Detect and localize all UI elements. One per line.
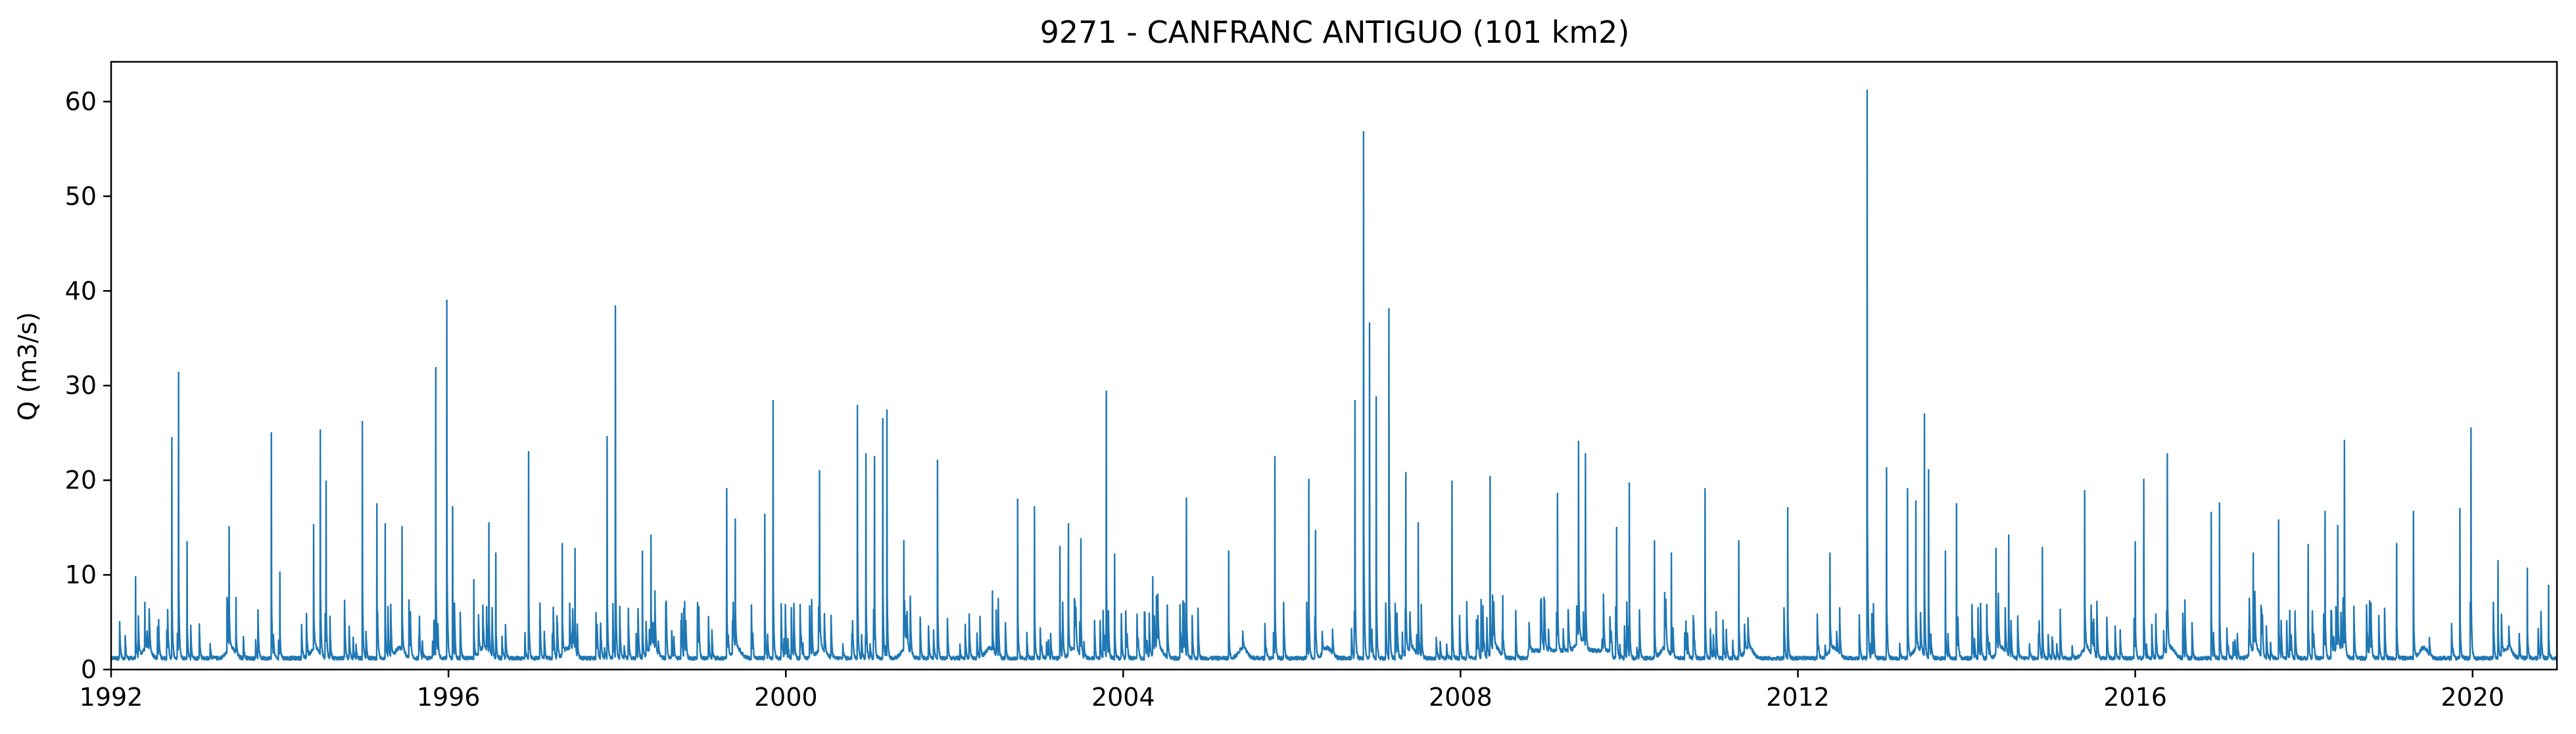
y-tick-label: 20 bbox=[65, 466, 97, 495]
y-tick-label: 30 bbox=[65, 371, 97, 400]
x-tick-label: 2020 bbox=[2441, 683, 2504, 712]
y-axis-label: Q (m3/s) bbox=[13, 312, 42, 420]
y-tick-label: 50 bbox=[65, 182, 97, 210]
y-tick-label: 0 bbox=[81, 655, 97, 684]
x-axis-ticks: 1992 1996 2000 2004 2008 2012 2016 2020 bbox=[80, 670, 2504, 712]
plot-frame bbox=[110, 61, 2558, 671]
x-tick-label: 2000 bbox=[754, 683, 818, 712]
series-line-discharge bbox=[110, 89, 2558, 661]
y-tick-label: 40 bbox=[65, 276, 97, 305]
series-layer bbox=[110, 89, 2558, 661]
x-tick-label: 2008 bbox=[1429, 683, 1492, 712]
y-tick-label: 60 bbox=[65, 87, 97, 116]
x-tick-label: 2012 bbox=[1766, 683, 1830, 712]
y-axis-ticks: 0 10 20 30 40 50 60 bbox=[65, 87, 111, 684]
x-tick-label: 2004 bbox=[1091, 683, 1155, 712]
y-tick-label: 10 bbox=[65, 560, 97, 589]
chart-title: 9271 - CANFRANC ANTIGUO (101 km2) bbox=[1040, 14, 1630, 50]
x-tick-label: 2016 bbox=[2103, 683, 2167, 712]
x-tick-label: 1992 bbox=[80, 683, 143, 712]
x-tick-label: 1996 bbox=[417, 683, 481, 712]
